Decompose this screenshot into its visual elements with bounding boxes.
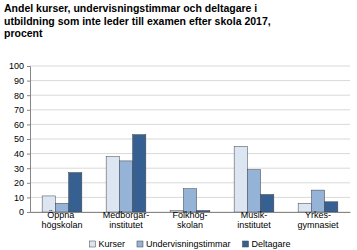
y-tick-mark bbox=[27, 66, 30, 67]
y-tick: 20 bbox=[14, 178, 30, 188]
x-tick: Medborgar-institutet bbox=[103, 210, 150, 230]
y-tick-mark bbox=[27, 154, 30, 155]
y-tick-label: 0 bbox=[19, 207, 24, 217]
y-tick: 50 bbox=[14, 134, 30, 144]
bar bbox=[106, 157, 119, 212]
y-tick-mark bbox=[27, 168, 30, 169]
x-axis: Öppna högskolan Medborgar-institutet Folkh… bbox=[31, 210, 351, 230]
x-tick: Musik-institutet bbox=[237, 210, 271, 230]
y-tick: 80 bbox=[14, 91, 30, 101]
x-tick: Öppna högskolan bbox=[41, 210, 82, 230]
x-tick-label: Yrkes-gymnasiet bbox=[297, 210, 339, 230]
y-tick: 100 bbox=[9, 61, 30, 71]
grid-line bbox=[30, 109, 350, 110]
y-tick-mark bbox=[27, 110, 30, 111]
y-axis-line bbox=[27, 67, 31, 213]
y-tick-label: 30 bbox=[14, 164, 24, 174]
y-tick-mark bbox=[27, 95, 30, 96]
y-tick: 40 bbox=[14, 149, 30, 159]
grid-line bbox=[30, 153, 350, 154]
bar bbox=[234, 146, 247, 212]
legend-swatch bbox=[243, 241, 249, 247]
y-tick: 70 bbox=[14, 105, 30, 115]
grid-line bbox=[30, 139, 350, 140]
legend-item: Kurser bbox=[89, 239, 125, 249]
bar bbox=[133, 135, 146, 212]
y-tick-mark bbox=[27, 212, 30, 213]
chart: Andel kurser, undervisningstimmar och de… bbox=[0, 0, 357, 250]
grid bbox=[30, 66, 350, 212]
y-tick-mark bbox=[27, 139, 30, 140]
bar bbox=[183, 189, 196, 212]
grid-line bbox=[30, 124, 350, 125]
y-tick-label: 100 bbox=[9, 61, 24, 71]
y-tick: 10 bbox=[14, 193, 30, 203]
legend-swatch bbox=[137, 241, 143, 247]
y-tick-label: 50 bbox=[14, 134, 24, 144]
y-axis: 0 10 20 30 40 50 60 70 80 90 100 bbox=[9, 61, 31, 217]
bar bbox=[247, 170, 260, 212]
bar bbox=[311, 190, 324, 212]
y-tick-label: 20 bbox=[14, 178, 24, 188]
y-tick: 0 bbox=[19, 207, 30, 217]
y-tick-label: 40 bbox=[14, 149, 24, 159]
bar bbox=[69, 173, 82, 212]
x-tick: Yrkes-gymnasiet bbox=[297, 210, 339, 230]
x-tick-label: Medborgar-institutet bbox=[103, 210, 150, 230]
legend-swatch bbox=[89, 241, 95, 247]
bar bbox=[119, 161, 132, 212]
grid-line bbox=[30, 80, 350, 81]
legend-item: Undervisningstimmar bbox=[137, 239, 231, 249]
y-tick-mark bbox=[27, 183, 30, 184]
grid-line bbox=[30, 95, 350, 96]
legend-label: Kurser bbox=[98, 239, 125, 249]
x-tick-label: Folkhög-skolan bbox=[172, 210, 207, 230]
y-tick-label: 70 bbox=[14, 105, 24, 115]
grid-line bbox=[30, 66, 350, 67]
y-tick-label: 80 bbox=[14, 91, 24, 101]
y-tick-label: 10 bbox=[14, 193, 24, 203]
y-tick-label: 60 bbox=[14, 120, 24, 130]
y-tick-mark bbox=[27, 124, 30, 125]
x-tick-label: Öppna högskolan bbox=[41, 210, 82, 230]
legend: Kurser Undervisningstimmar Deltagare bbox=[89, 239, 290, 249]
x-tick: Folkhög-skolan bbox=[172, 210, 207, 230]
y-tick: 90 bbox=[14, 76, 30, 86]
legend-label: Deltagare bbox=[252, 239, 291, 249]
y-tick: 60 bbox=[14, 120, 30, 130]
bars bbox=[42, 135, 338, 212]
y-tick-mark bbox=[27, 197, 30, 198]
grid-line bbox=[30, 168, 350, 169]
legend-label: Undervisningstimmar bbox=[146, 239, 231, 249]
y-tick-mark bbox=[27, 81, 30, 82]
x-tick-label: Musik-institutet bbox=[237, 210, 271, 230]
y-tick: 30 bbox=[14, 164, 30, 174]
title: Andel kurser, undervisningstimmar och de… bbox=[4, 2, 271, 39]
legend-item: Deltagare bbox=[243, 239, 291, 249]
y-tick-label: 90 bbox=[14, 76, 24, 86]
